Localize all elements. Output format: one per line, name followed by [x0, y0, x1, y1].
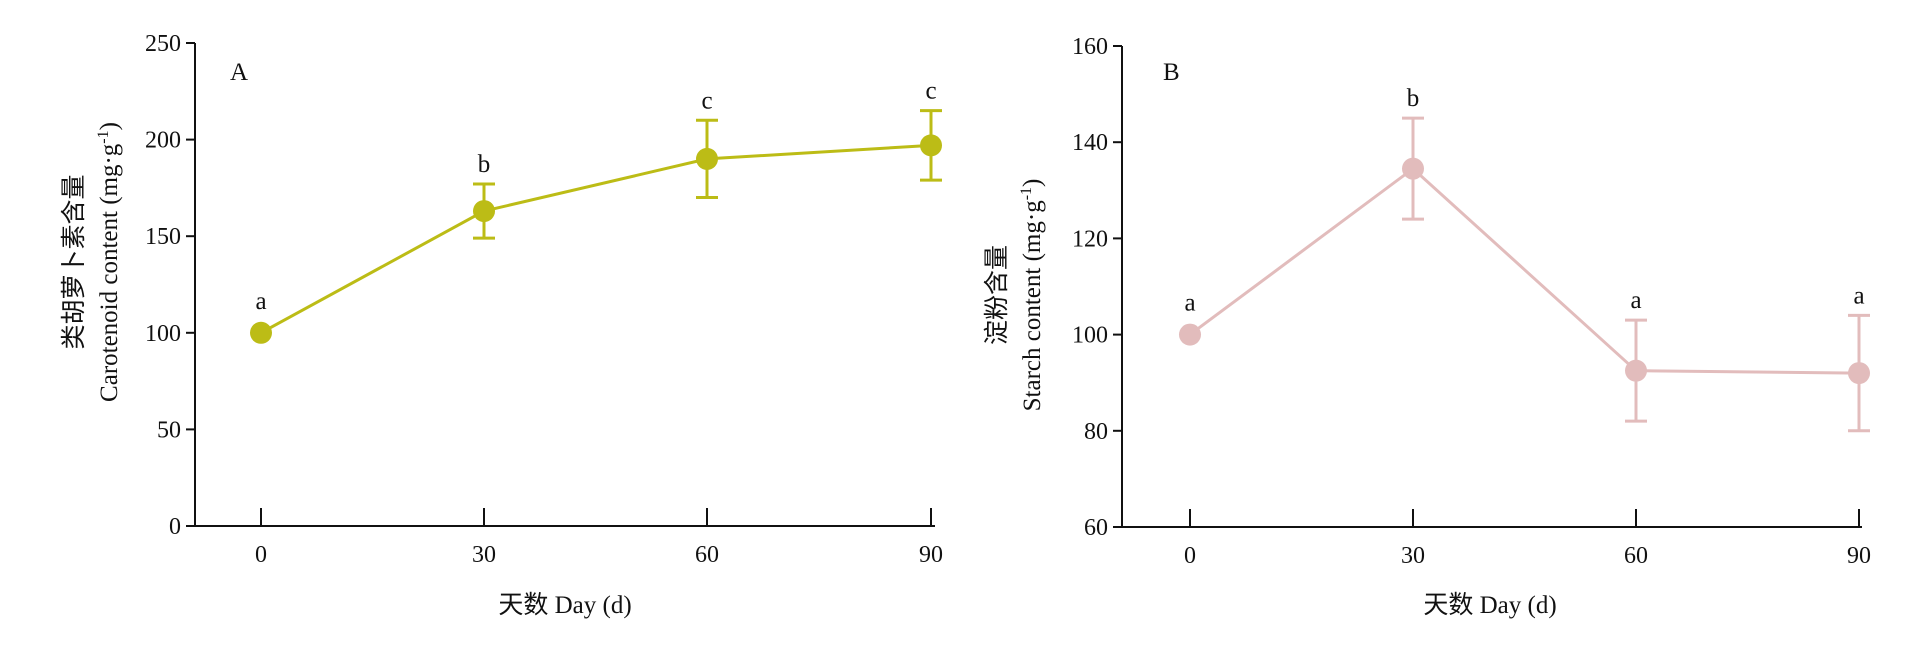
- panel-b-data-point: [1848, 362, 1870, 385]
- panel-a-y-axis-title-cn: 类胡萝卜素含量: [60, 174, 88, 349]
- panel-a-data-point: [473, 200, 495, 223]
- panel-b-y-tick-label: 160: [1072, 34, 1108, 60]
- panel-b-data-point: [1625, 359, 1647, 382]
- panel-a-y-tick-label: 150: [145, 224, 181, 250]
- panel-b-data-point: [1179, 323, 1201, 346]
- panel-b-significance-label: a: [1184, 290, 1195, 317]
- panel-b-y-tick-label: 140: [1072, 130, 1108, 156]
- panel-a-significance-label: a: [255, 288, 266, 315]
- panel-a-x-tick-label: 60: [695, 542, 719, 568]
- panel-a-y-tick-label: 100: [145, 321, 181, 347]
- panel-a-y-tick-label: 250: [145, 31, 181, 57]
- panel-b-y-axis-title-en: Starch content (mg·g-1): [1018, 179, 1046, 412]
- panel-a-significance-label: c: [925, 78, 936, 105]
- panel-b-x-tick-label: 90: [1847, 543, 1871, 569]
- panel-b-label: B: [1163, 59, 1180, 86]
- panel-a-y-tick-label: 0: [169, 514, 181, 540]
- panel-a-data-point: [696, 147, 718, 170]
- panel-b-data-point: [1402, 157, 1424, 180]
- panel-b-y-tick-label: 120: [1072, 226, 1108, 252]
- panel-a-data-point: [250, 321, 272, 344]
- panel-a-label: A: [230, 59, 248, 86]
- panel-b-y-tick-label: 80: [1084, 419, 1108, 445]
- panel-a-carotenoid-chart: A 类胡萝卜素含量 Carotenoid content (mg·g-1) 0 5…: [60, 31, 943, 619]
- panel-a-significance-label: c: [701, 87, 712, 114]
- panel-b-x-tick-label: 30: [1401, 543, 1425, 569]
- panel-b-starch-chart: B 淀粉含量 Starch content (mg·g-1) 60 80 100 12…: [983, 34, 1871, 619]
- panel-a-y-tick-label: 50: [157, 417, 181, 443]
- panel-b-x-axis-title: 天数 Day (d): [1423, 591, 1556, 619]
- panel-a-y-tick-label: 200: [145, 128, 181, 154]
- panel-b-x-tick-label: 0: [1184, 543, 1196, 569]
- panel-b-series-line: [1189, 166, 1860, 375]
- panel-b-y-tick-label: 60: [1084, 515, 1108, 541]
- panel-a-data-point: [920, 134, 942, 157]
- panel-b-significance-label: b: [1407, 85, 1420, 112]
- panel-a-y-axis-title-en: Carotenoid content (mg·g-1): [95, 122, 123, 402]
- panel-a-series-line: [260, 143, 932, 335]
- panel-a-x-tick-label: 90: [919, 542, 943, 568]
- panel-a-significance-label: b: [478, 151, 491, 178]
- panel-a-x-tick-label: 30: [472, 542, 496, 568]
- panel-b-significance-label: a: [1853, 282, 1864, 309]
- panel-b-y-tick-label: 100: [1072, 323, 1108, 349]
- panel-a-x-axis-title: 天数 Day (d): [498, 591, 631, 619]
- panel-b-x-tick-label: 60: [1624, 543, 1648, 569]
- panel-b-y-axis-title-cn: 淀粉含量: [983, 245, 1011, 345]
- panel-b-significance-label: a: [1630, 287, 1641, 314]
- panel-a-x-tick-label: 0: [255, 542, 267, 568]
